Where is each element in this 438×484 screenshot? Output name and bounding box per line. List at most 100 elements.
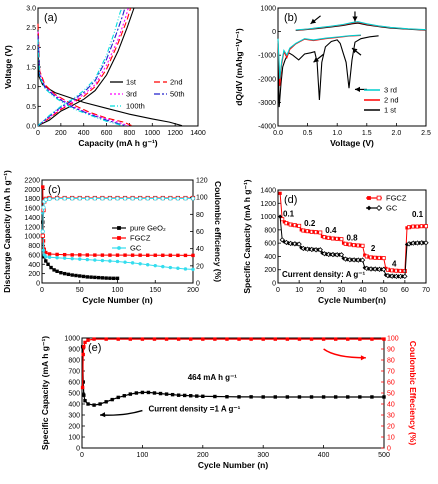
data-point (153, 253, 157, 257)
y2-tick-label: 0 (387, 446, 391, 453)
data-point (93, 275, 97, 280)
panel-label-b: (b) (284, 12, 297, 24)
data-point (83, 340, 87, 345)
data-point (85, 275, 89, 279)
data-point (183, 267, 188, 271)
series-line (295, 21, 427, 31)
y-tick-label: 2.5 (26, 25, 36, 32)
data-point (286, 222, 291, 226)
y2-tick-label: 30 (387, 413, 395, 420)
data-point (93, 253, 97, 257)
data-point (47, 196, 52, 201)
data-point (59, 271, 63, 275)
data-point (190, 196, 196, 201)
data-point (333, 337, 338, 341)
data-point (418, 224, 422, 229)
annotation-arrows (100, 348, 366, 418)
x-tick-label: 0.0 (273, 130, 283, 137)
data-point (62, 252, 67, 257)
data-point (367, 196, 371, 200)
data-point (341, 256, 346, 261)
y-tick-label: -1000 (258, 53, 276, 60)
legend-label: pure GeO₂ (130, 224, 166, 233)
data-point (360, 243, 365, 248)
data-point (191, 253, 195, 258)
y-tick-label: 700 (68, 369, 80, 376)
data-point (110, 397, 114, 402)
data-point (81, 274, 86, 279)
data-point (62, 271, 67, 276)
data-point (134, 391, 139, 395)
y-tick-label: 0 (36, 281, 40, 288)
series-GC (41, 211, 195, 272)
data-point (325, 236, 329, 240)
data-point (189, 394, 193, 398)
legend-label: FGCZ (386, 194, 407, 203)
data-point (100, 276, 105, 280)
data-point (70, 253, 74, 257)
data-point (140, 337, 145, 341)
arrow-head (360, 355, 366, 361)
data-point (401, 269, 405, 273)
data-point (176, 253, 180, 258)
legend-label: FGCZ (130, 234, 151, 243)
x-tick-label: 400 (78, 130, 90, 137)
data-point (381, 256, 386, 261)
y-tick-label: 200 (264, 267, 276, 274)
data-point (338, 252, 345, 258)
y-tick-label: 1600 (24, 206, 40, 213)
data-point (85, 253, 89, 257)
series-line (37, 35, 126, 127)
data-point (82, 345, 86, 349)
data-point (77, 196, 82, 201)
y-tick-label: 300 (68, 413, 80, 420)
data-point (55, 252, 59, 257)
data-point (358, 243, 363, 248)
data-point (201, 394, 205, 398)
y-tick-label: -4000 (258, 124, 276, 131)
data-point (47, 255, 52, 259)
y-tick-label: 3.0 (26, 6, 36, 13)
data-point (363, 253, 367, 257)
data-point (85, 257, 90, 262)
data-point (62, 196, 67, 201)
data-point (82, 393, 86, 397)
data-point (237, 395, 241, 399)
data-point (359, 257, 366, 263)
data-point (273, 337, 277, 341)
data-point (381, 266, 387, 273)
x-tick-label: 300 (257, 452, 269, 459)
data-point (405, 226, 409, 230)
data-point (321, 395, 326, 399)
data-point (320, 251, 325, 256)
data-point (44, 259, 48, 263)
y2-tick-label: 50 (387, 391, 395, 398)
data-point (346, 395, 350, 399)
data-point (41, 248, 46, 252)
x-tick-label: 500 (378, 452, 390, 459)
series-2nd (37, 7, 132, 127)
series-50th (37, 7, 126, 127)
y-tick-label: -3000 (258, 100, 276, 107)
data-point (308, 229, 312, 234)
y-tick-label: 800 (68, 358, 80, 365)
data-point (62, 256, 67, 260)
y-tick-label: 0 (76, 446, 80, 453)
y-axis-label: Specific Capacity (mA h g⁻¹) (242, 179, 252, 293)
data-point (117, 226, 121, 230)
data-point (382, 337, 386, 341)
data-point (116, 337, 120, 341)
y-axis-label: dQ/dV (mAhg⁻¹V⁻¹) (234, 28, 244, 106)
data-point (123, 253, 127, 257)
y-tick-label: 1400 (24, 215, 40, 222)
legend-label: 1 st (384, 106, 397, 115)
data-point (309, 395, 314, 399)
y-tick-label: 1.5 (26, 65, 36, 72)
data-point (138, 262, 142, 266)
data-point (278, 191, 282, 195)
data-point (112, 276, 116, 281)
rate-label: 2 (371, 244, 376, 253)
y-tick-label: 600 (68, 380, 80, 387)
